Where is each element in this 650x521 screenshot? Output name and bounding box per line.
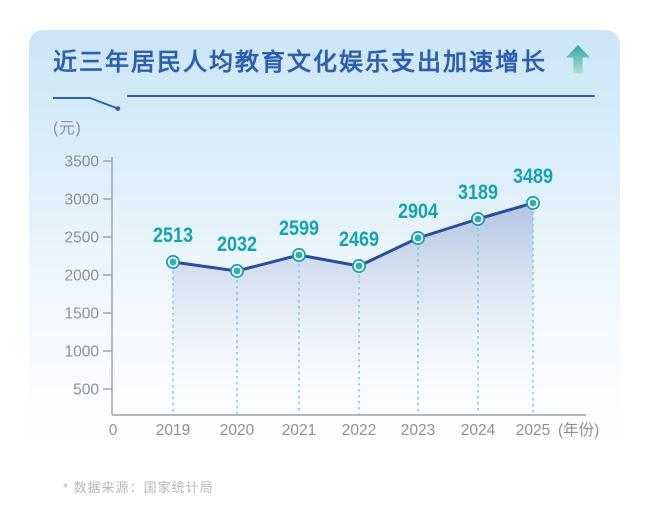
x-tick-label: 2024 (461, 422, 496, 439)
data-point-core (355, 262, 363, 270)
chart-title: 近三年居民人均教育文化娱乐支出加速增长 (53, 49, 547, 76)
axis-ticks: 3500 3000 2500 2000 1500 1000 500 0 2019 2020 2021… (53, 120, 599, 439)
data-source-note: * 数据来源：国家统计局 (63, 480, 214, 495)
x-tick-label: 2025 (516, 422, 550, 439)
y-tick-label: 3000 (65, 192, 100, 209)
value-label: 2469 (339, 228, 379, 251)
y-tick-label: 3500 (65, 154, 100, 171)
up-arrow-icon (566, 45, 590, 73)
data-point-core (233, 267, 241, 275)
value-label: 3189 (458, 181, 498, 204)
x-tick-label: 2021 (282, 422, 316, 439)
value-label: 2904 (398, 200, 438, 223)
data-points (166, 196, 540, 278)
data-point-core (414, 234, 422, 242)
y-axis-unit-label: (元) (53, 120, 82, 137)
y-tick-label: 2000 (65, 268, 100, 285)
y-tick-label: 2500 (65, 230, 100, 247)
data-point-core (529, 199, 537, 207)
x-tick-label: 2023 (401, 422, 435, 439)
value-label: 2513 (153, 224, 193, 247)
value-label: 3489 (513, 165, 553, 188)
value-label: 2032 (217, 233, 257, 256)
x-tick-label: 2019 (156, 422, 190, 439)
value-label: 2599 (279, 217, 319, 240)
x-tick-label: 2022 (342, 422, 376, 439)
origin-label: 0 (109, 422, 118, 439)
y-tick-label: 1000 (65, 344, 100, 361)
title-divider (52, 90, 598, 112)
data-point-core (169, 258, 177, 266)
y-tick-label: 1500 (65, 306, 100, 323)
data-point-core (295, 251, 303, 259)
axes (111, 157, 586, 416)
y-tick-label: 500 (73, 382, 99, 399)
dotted-drop-lines (172, 212, 534, 414)
value-labels: 2513 2032 2599 2469 2904 3189 3489 (153, 165, 553, 256)
x-axis-suffix-label: (年份) (558, 421, 599, 439)
x-tick-label: 2020 (220, 422, 255, 439)
area-fill (173, 203, 533, 414)
data-point-core (474, 215, 482, 223)
